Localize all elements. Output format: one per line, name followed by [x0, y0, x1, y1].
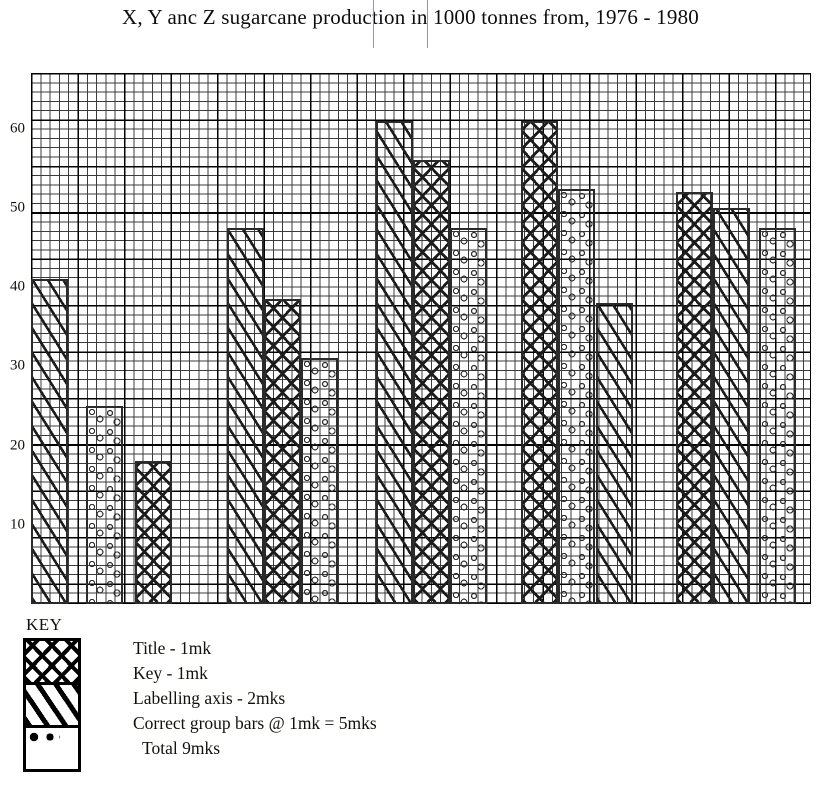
bar-group-1-circles: [86, 406, 123, 604]
bar-group-5-circles: [759, 227, 796, 604]
bar-group-5-diagonal: [713, 208, 750, 604]
diagonal-hatch-swatch: [26, 684, 78, 729]
page-title: X, Y anc Z sugarcane production in 1000 …: [122, 5, 699, 29]
y-axis: 10 20 30 40 50 60: [0, 73, 31, 604]
y-tick-label: 50: [10, 199, 25, 216]
key-swatch-box: [23, 638, 81, 772]
y-tick-label: 40: [10, 278, 25, 295]
y-tick-label: 60: [10, 120, 25, 137]
bar-group-1-diagonal: [31, 279, 68, 604]
text-cursor-guide-line-right: [427, 0, 428, 48]
marking-scheme-line: Correct group bars @ 1mk = 5mks: [133, 713, 377, 733]
bar-group-3-cross: [413, 160, 450, 604]
y-tick-label: 30: [10, 357, 25, 374]
marking-scheme-line: Key - 1mk: [133, 663, 208, 683]
bar-group-4-cross: [521, 120, 558, 604]
bar-group-1-cross: [135, 461, 172, 604]
marking-scheme-line: Total 9mks: [142, 738, 221, 758]
marking-scheme-line: Title - 1mk: [133, 638, 212, 658]
bar-group-3-circles: [450, 227, 487, 604]
y-tick-label: 20: [10, 437, 25, 454]
key-legend: KEY: [23, 615, 81, 772]
marking-scheme-line: Labelling axis - 2mks: [133, 688, 286, 708]
bar-group-2-cross: [264, 299, 301, 604]
marking-scheme-list: Title - 1mk Key - 1mk Labelling axis - 2mk…: [133, 636, 377, 761]
circles-swatch: [26, 728, 78, 770]
bar-group-4-circles: [558, 189, 595, 604]
bars-layer: [31, 73, 811, 604]
text-cursor-guide-line-left: [373, 0, 374, 48]
cross-hatch-swatch: [26, 641, 78, 685]
bar-group-4-diagonal: [596, 303, 633, 604]
bar-group-2-diagonal: [227, 227, 264, 604]
bar-group-3-diagonal: [376, 120, 413, 604]
y-tick-label: 10: [10, 516, 25, 533]
key-caption: KEY: [26, 615, 63, 634]
bar-group-2-circles: [301, 358, 338, 604]
bar-group-5-cross: [676, 192, 713, 604]
